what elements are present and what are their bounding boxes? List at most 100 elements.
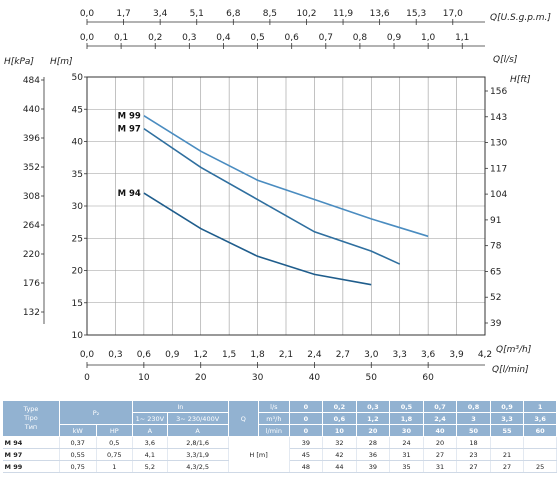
power-kw: 0,75 bbox=[59, 460, 97, 473]
head-value: 42 bbox=[322, 448, 357, 461]
lmin-axis-label: Q[l/min] bbox=[492, 365, 529, 375]
ft-tick-label: 78 bbox=[490, 242, 502, 252]
x-tick-label: 1,5 bbox=[222, 350, 236, 360]
head-value: 44 bbox=[322, 460, 357, 473]
x-tick-label: 3,3 bbox=[393, 350, 407, 360]
ls-tick-label: 0,6 bbox=[285, 33, 300, 43]
flow-value: 40 bbox=[422, 424, 458, 437]
x-tick-label: 2,1 bbox=[279, 350, 293, 360]
gpm-tick-label: 6,8 bbox=[226, 9, 241, 19]
unit-a: A bbox=[166, 424, 229, 437]
flow-value: 50 bbox=[456, 424, 491, 437]
flow-value: 0,6 bbox=[322, 412, 357, 425]
current-3ph: 4,3/2,5 bbox=[167, 460, 229, 473]
x-tick-label: 3,6 bbox=[421, 350, 436, 360]
ft-tick-label: 104 bbox=[490, 190, 507, 200]
flow-value: 0,9 bbox=[489, 400, 525, 413]
flow-value: 3,3 bbox=[489, 412, 525, 425]
ft-axis-label: H[ft] bbox=[510, 75, 531, 85]
flow-value: 30 bbox=[389, 424, 424, 437]
gpm-tick-label: 5,1 bbox=[190, 9, 204, 19]
x-tick-label: 4,2 bbox=[478, 350, 492, 360]
kpa-tick-label: 264 bbox=[23, 221, 40, 231]
chart-grid bbox=[86, 76, 486, 336]
unit-kw: kW bbox=[58, 424, 97, 437]
flow-value: 0,2 bbox=[322, 400, 357, 413]
lmin-tick-label: 20 bbox=[195, 373, 207, 383]
model-name: M 99 bbox=[2, 460, 60, 473]
series-label: M 94 bbox=[118, 189, 141, 199]
ls-tick-label: 0,3 bbox=[182, 33, 196, 43]
current-3ph: 2,8/1,6 bbox=[167, 436, 229, 449]
x-tick-label: 2,7 bbox=[336, 350, 350, 360]
flow-value: 1 bbox=[523, 400, 557, 413]
ft-tick-label: 156 bbox=[490, 87, 507, 97]
y-tick-label: 10 bbox=[72, 331, 84, 341]
in-header: In bbox=[132, 400, 229, 413]
x-tick-label: 1,8 bbox=[250, 350, 265, 360]
y-tick-label: 50 bbox=[72, 73, 84, 83]
kpa-tick-label: 396 bbox=[23, 134, 40, 144]
kpa-tick-label: 220 bbox=[23, 250, 40, 260]
gpm-axis-label: Q[U.S.g.p.m.] bbox=[490, 13, 551, 23]
head-value: 28 bbox=[356, 436, 391, 449]
power-kw: 0,37 bbox=[59, 436, 97, 449]
flow-unit: l/s bbox=[258, 400, 290, 413]
current-1ph: 5,2 bbox=[132, 460, 168, 473]
gpm-tick-label: 11,9 bbox=[333, 9, 353, 19]
ft-tick-label: 143 bbox=[490, 113, 507, 123]
gpm-tick-label: 17,0 bbox=[443, 9, 463, 19]
y-tick-label: 35 bbox=[72, 170, 83, 180]
ls-tick-label: 0,7 bbox=[319, 33, 333, 43]
head-value: 45 bbox=[289, 448, 324, 461]
flow-unit: l/min bbox=[258, 424, 290, 437]
head-value: 31 bbox=[389, 448, 424, 461]
head-value: 18 bbox=[456, 436, 491, 449]
gpm-tick-label: 8,5 bbox=[263, 9, 277, 19]
in-1ph-header: 1~ 230V bbox=[132, 412, 168, 425]
head-value: 20 bbox=[423, 436, 458, 449]
flow-value: 0,8 bbox=[456, 400, 491, 413]
curve-m-99 bbox=[143, 115, 429, 238]
ls-tick-label: 0,5 bbox=[250, 33, 264, 43]
ls-tick-label: 0,2 bbox=[148, 33, 162, 43]
ft-tick-label: 117 bbox=[490, 164, 507, 174]
kpa-tick-label: 440 bbox=[23, 105, 40, 115]
head-value: 39 bbox=[356, 460, 391, 473]
y-tick-label: 45 bbox=[72, 105, 83, 115]
flow-value: 0 bbox=[288, 400, 324, 413]
h-label: H [m] bbox=[228, 436, 290, 473]
current-3ph: 3,3/1,9 bbox=[167, 448, 229, 461]
table-row: M 99 0,75 1 5,2 4,3/2,5 48 44 39 35 31 27 27 25 bbox=[2, 460, 557, 473]
type-header: Type Tipo Тип bbox=[2, 400, 60, 437]
head-value: 48 bbox=[289, 460, 324, 473]
current-1ph: 3,6 bbox=[132, 436, 168, 449]
power-kw: 0,55 bbox=[59, 448, 97, 461]
kpa-axis-label: H[kPa] bbox=[4, 57, 34, 67]
kpa-tick-label: 132 bbox=[23, 308, 40, 318]
flow-value: 10 bbox=[322, 424, 357, 437]
head-value: 24 bbox=[389, 436, 424, 449]
in-3ph-header: 3~ 230/400V bbox=[166, 412, 229, 425]
head-value bbox=[523, 436, 557, 449]
gpm-tick-label: 13,6 bbox=[370, 9, 390, 19]
ls-tick-label: 0,1 bbox=[114, 33, 128, 43]
ls-tick-label: 0,4 bbox=[216, 33, 231, 43]
head-value: 21 bbox=[490, 448, 525, 461]
lmin-tick-label: 30 bbox=[252, 373, 264, 383]
lmin-tick-label: 10 bbox=[138, 373, 150, 383]
ls-axis-label: Q[l/s] bbox=[493, 55, 518, 65]
kpa-tick-label: 176 bbox=[23, 279, 40, 289]
series-label: M 97 bbox=[118, 125, 141, 135]
flow-value: 0,5 bbox=[389, 400, 424, 413]
ft-tick-label: 130 bbox=[490, 139, 507, 149]
x-tick-label: 2,4 bbox=[307, 350, 322, 360]
model-name: M 94 bbox=[2, 436, 60, 449]
lmin-tick-label: 0 bbox=[84, 373, 90, 383]
flow-value: 2,4 bbox=[422, 412, 458, 425]
y-tick-label: 30 bbox=[72, 202, 84, 212]
flow-value: 1,2 bbox=[355, 412, 391, 425]
head-value: 31 bbox=[423, 460, 458, 473]
